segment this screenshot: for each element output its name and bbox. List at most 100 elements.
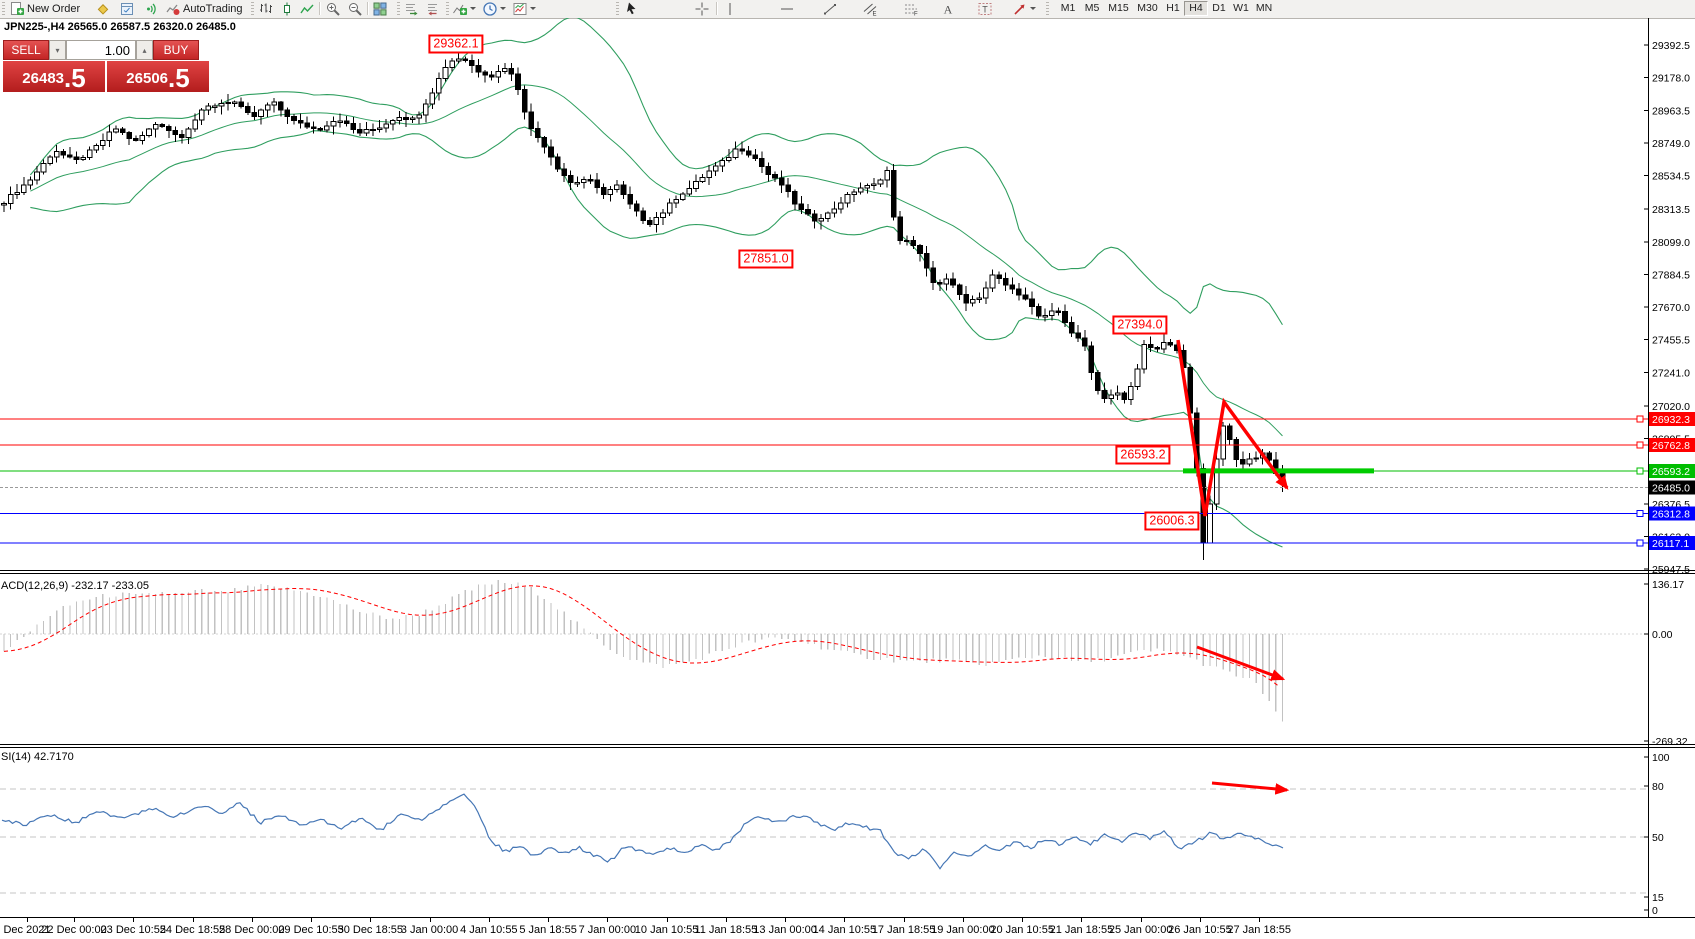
panel-separator[interactable] — [0, 747, 1695, 748]
candlestick-button[interactable] — [279, 0, 295, 17]
vertical-line-button[interactable] — [722, 0, 738, 17]
toolbar-grip[interactable] — [446, 2, 449, 15]
line-handle[interactable] — [1636, 467, 1644, 475]
axis-price-label: 26485.0 — [1652, 482, 1690, 494]
timeframe-M5[interactable]: M5 — [1084, 2, 1100, 14]
line-handle[interactable] — [1636, 441, 1644, 449]
timeframe-M15[interactable]: M15 — [1108, 2, 1129, 14]
candle-body — [502, 68, 508, 72]
signal-button[interactable] — [143, 0, 159, 17]
horizontal-line-button[interactable] — [779, 0, 795, 17]
timeframe-H4[interactable]: H4 — [1184, 1, 1208, 16]
volume-input[interactable] — [66, 40, 136, 60]
indicators-icon — [452, 1, 468, 17]
gold-button[interactable] — [95, 0, 111, 17]
arrows-button[interactable] — [1012, 0, 1036, 17]
candle-body — [231, 101, 238, 104]
panel-separator[interactable] — [0, 573, 1695, 574]
panel-separator[interactable] — [0, 570, 1695, 571]
auto-scroll-button[interactable] — [404, 0, 420, 17]
line-handle[interactable] — [1636, 509, 1644, 517]
toolbar-grip[interactable] — [397, 2, 400, 15]
timeframe-D1[interactable]: D1 — [1212, 2, 1226, 14]
axis-tick-label: 28099.0 — [1652, 237, 1690, 249]
timeframe-M30[interactable]: M30 — [1137, 2, 1158, 14]
axis-tick-label: 27241.0 — [1652, 367, 1690, 379]
new-order-button[interactable]: New Order — [9, 0, 80, 17]
candle-body — [1154, 347, 1161, 350]
autotrading-button[interactable]: AutoTrading — [165, 0, 243, 17]
candle-body — [429, 92, 436, 105]
candle-body — [963, 293, 969, 304]
tile-windows-button[interactable] — [372, 0, 388, 17]
fibonacci-button[interactable]: F — [903, 0, 919, 17]
toolbar-grip[interactable] — [2, 2, 5, 15]
crosshair-icon — [694, 1, 710, 17]
macd-indicator-label: ACD(12,26,9) -232.17 -233.05 — [1, 580, 149, 592]
zoom-in-button[interactable] — [325, 0, 341, 17]
toolbar-grip[interactable] — [616, 2, 619, 15]
line-chart-button[interactable] — [299, 0, 315, 17]
templates-button[interactable] — [512, 0, 536, 17]
timeframe-M1[interactable]: M1 — [1060, 2, 1076, 14]
bar-chart-button[interactable] — [258, 0, 274, 17]
bollinger-bands — [29, 18, 1283, 548]
volume-decrease-button[interactable]: ▾ — [49, 40, 66, 60]
tile-windows-icon — [372, 1, 388, 17]
buy-price[interactable]: 26506.5 — [107, 61, 209, 92]
arrows-icon — [1012, 1, 1028, 17]
price-lines: 29392.5 29178.0 28963.5 28749.0 28534.5 28313… — [0, 40, 1695, 576]
macd-red-arrow[interactable] — [1196, 645, 1286, 681]
red-zigzag-arrow[interactable] — [1176, 339, 1289, 517]
candle-body — [983, 287, 989, 299]
sell-price[interactable]: 26483.5 — [3, 61, 105, 92]
market-watch-button[interactable] — [119, 0, 135, 17]
auto-scroll-icon — [404, 1, 420, 17]
indicators-button[interactable] — [452, 0, 476, 17]
toolbar-grip[interactable] — [1046, 2, 1049, 15]
rsi-axis-label: 100 — [1652, 752, 1670, 764]
candle-body — [824, 212, 831, 220]
buy-button[interactable]: BUY — [153, 40, 199, 60]
cursor-button[interactable] — [624, 0, 640, 17]
candle-body — [304, 122, 310, 128]
time-label: 29 Dec 10:55 — [278, 924, 344, 936]
candle-body — [264, 104, 271, 111]
market-watch-icon — [119, 1, 135, 17]
candle-body — [482, 71, 488, 76]
time-label: 22 Dec 00:00 — [41, 924, 107, 936]
rsi-line — [1, 793, 1284, 870]
panel-separator[interactable] — [0, 744, 1695, 745]
buy-price-pip: .5 — [168, 63, 190, 93]
time-tick — [844, 918, 846, 922]
price-chart[interactable]: 29392.5 29178.0 28963.5 28749.0 28534.5 28313… — [0, 18, 1695, 577]
line-handle[interactable] — [1636, 415, 1644, 423]
text-label-button[interactable]: T — [977, 0, 993, 17]
trendline-button[interactable] — [822, 0, 838, 17]
rsi-panel[interactable]: 100 80 50 150 — [0, 748, 1695, 917]
volume-increase-button[interactable]: ▴ — [136, 40, 153, 60]
candle-body — [165, 126, 172, 132]
equidistant-channel-button[interactable]: E — [862, 0, 878, 17]
crosshair-button[interactable] — [694, 0, 710, 17]
periods-button[interactable] — [482, 0, 506, 17]
rsi-red-arrow[interactable] — [1211, 781, 1290, 795]
cursor-icon — [624, 1, 640, 17]
timeframe-MN[interactable]: MN — [1255, 2, 1273, 14]
time-tick — [1022, 918, 1024, 922]
toolbar-grip[interactable] — [251, 2, 254, 15]
time-tick — [74, 918, 75, 922]
up-triangle-icon: ▴ — [142, 45, 147, 55]
timeframe-W1[interactable]: W1 — [1233, 2, 1249, 14]
text-button[interactable]: A — [940, 0, 956, 17]
chart-shift-button[interactable] — [426, 0, 442, 17]
candle-body — [1207, 503, 1213, 544]
candle-body — [1002, 277, 1009, 286]
candle-body — [1141, 343, 1147, 370]
sell-button[interactable]: SELL — [3, 40, 49, 60]
line-handle[interactable] — [1636, 539, 1644, 547]
macd-panel[interactable]: 136.17 0.00 -269.32 — [0, 577, 1695, 744]
timeframe-H1[interactable]: H1 — [1166, 2, 1180, 14]
zoom-out-button[interactable] — [347, 0, 363, 17]
time-axis[interactable]: Dec 2021 22 Dec 00:00 23 Dec 10:55 24 Dec 1… — [0, 917, 1695, 939]
